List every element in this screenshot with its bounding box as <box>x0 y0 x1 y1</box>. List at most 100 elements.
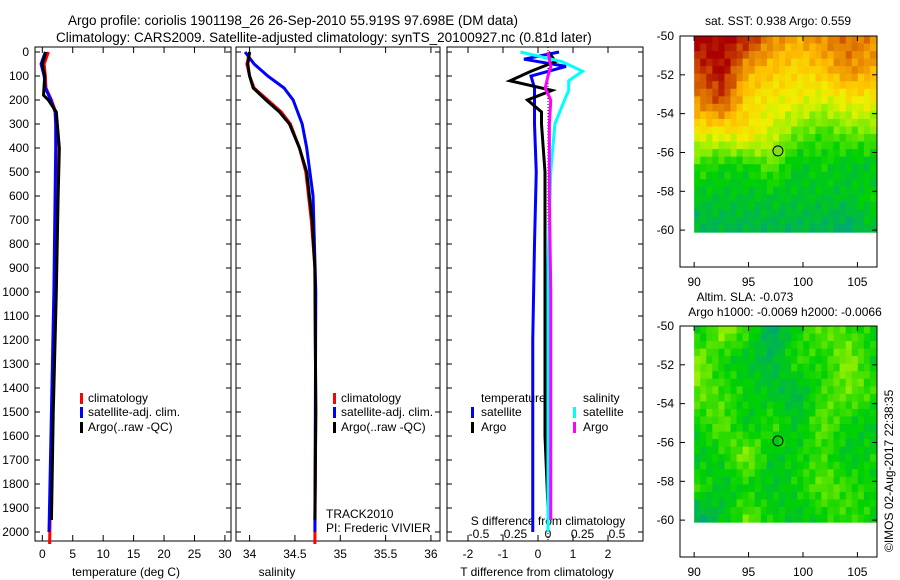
heatmap-cell <box>869 66 877 75</box>
heatmap-cell <box>845 431 853 440</box>
heatmap-cell <box>760 439 768 448</box>
heatmap-cell <box>772 378 780 387</box>
heatmap-cell <box>851 73 859 82</box>
heatmap-cell <box>833 118 841 128</box>
heatmap-cell <box>827 499 835 508</box>
heatmap-cell <box>851 408 859 418</box>
heatmap-cell <box>742 424 750 433</box>
heatmap-cell <box>772 81 780 90</box>
heatmap-cell <box>724 58 732 67</box>
heatmap-cell <box>766 134 774 143</box>
heatmap-cell <box>772 224 780 233</box>
heatmap-cell <box>839 134 847 143</box>
heatmap-cell <box>785 401 792 410</box>
x-tick-label: 35 <box>334 547 348 561</box>
heatmap-cell <box>857 186 865 195</box>
heatmap-cell <box>809 371 816 380</box>
heatmap-cell <box>724 88 732 97</box>
heatmap-cell <box>772 66 780 75</box>
heatmap-cell <box>730 118 738 128</box>
heatmap-cell <box>803 341 810 350</box>
x-tick-label: 90 <box>687 565 701 579</box>
heatmap-cell <box>785 363 792 372</box>
heatmap-cell <box>803 149 810 158</box>
heatmap-cell <box>833 66 841 75</box>
heatmap-cell <box>706 484 713 493</box>
heatmap-cell <box>821 446 829 455</box>
heatmap-cell <box>694 476 701 485</box>
heatmap-cell <box>742 111 750 120</box>
heatmap-cell <box>700 224 707 233</box>
heatmap-cell <box>736 179 744 188</box>
heatmap-cell <box>809 186 816 195</box>
heatmap-cell <box>785 393 792 403</box>
heatmap-cell <box>839 408 847 418</box>
heatmap-cell <box>718 43 726 52</box>
heatmap-cell <box>827 186 835 195</box>
heatmap-cell <box>718 103 726 113</box>
heatmap-cell <box>724 371 732 380</box>
heatmap-cell <box>791 171 798 180</box>
heatmap-cell <box>736 216 744 226</box>
heatmap-cell <box>736 43 744 52</box>
heatmap-cell <box>772 476 780 485</box>
heatmap-cell <box>833 164 841 173</box>
heatmap-cell <box>791 58 798 67</box>
heatmap-cell <box>736 209 744 218</box>
y-tick-label: 400 <box>9 141 29 155</box>
heatmap-cell <box>736 356 744 365</box>
heatmap-cell <box>797 476 804 485</box>
heatmap-cell <box>785 514 792 523</box>
heatmap-cell <box>845 461 853 470</box>
heatmap-cell <box>700 506 707 516</box>
heatmap-cell <box>760 506 768 516</box>
legend-label-sat: satellite <box>481 405 522 419</box>
heatmap-cell <box>833 461 841 470</box>
heatmap-cell <box>857 216 865 226</box>
heatmap-cell <box>845 446 853 455</box>
heatmap-cell <box>857 341 865 350</box>
legend-swatch-argo <box>471 422 474 433</box>
heatmap-cell <box>845 416 853 425</box>
heatmap-cell <box>827 341 835 350</box>
heatmap-cell <box>851 378 859 387</box>
heatmap-cell <box>851 446 859 455</box>
heatmap-cell <box>779 506 786 516</box>
legend-label-sal_argo: Argo <box>583 420 609 434</box>
heatmap-cell <box>785 356 792 365</box>
heatmap-cell <box>766 81 774 90</box>
heatmap-cell <box>700 179 707 188</box>
heatmap-cell <box>748 341 756 350</box>
heatmap-cell <box>742 363 750 372</box>
heatmap-cell <box>718 156 726 165</box>
heatmap-cell <box>851 149 859 158</box>
heatmap-cell <box>772 134 780 143</box>
heatmap-cell <box>706 363 713 372</box>
y-tick-label: 1800 <box>2 477 29 491</box>
heatmap-cell <box>803 73 810 82</box>
heatmap-cell <box>827 371 835 380</box>
heatmap-cell <box>809 58 816 67</box>
heatmap-cell <box>803 401 810 410</box>
heatmap-cell <box>821 363 829 372</box>
heatmap-cell <box>694 134 701 143</box>
heatmap-cell <box>754 514 762 523</box>
heatmap-cell <box>766 73 774 82</box>
heatmap-cell <box>809 134 816 143</box>
heatmap-cell <box>809 179 816 188</box>
heatmap-cell <box>821 348 829 357</box>
heatmap-cell <box>718 179 726 188</box>
heatmap-cell <box>821 416 829 425</box>
heatmap-cell <box>869 416 877 425</box>
heatmap-cell <box>779 363 786 372</box>
heatmap-cell <box>803 88 810 97</box>
heatmap-cell <box>742 491 750 501</box>
heatmap-cell <box>857 476 865 485</box>
heatmap-cell <box>791 134 798 143</box>
heatmap-cell <box>706 348 713 357</box>
heatmap-cell <box>718 469 726 478</box>
heatmap-cell <box>694 66 701 75</box>
heatmap-cell <box>724 484 732 493</box>
heatmap-cell <box>748 149 756 158</box>
heatmap-cell <box>779 454 786 463</box>
